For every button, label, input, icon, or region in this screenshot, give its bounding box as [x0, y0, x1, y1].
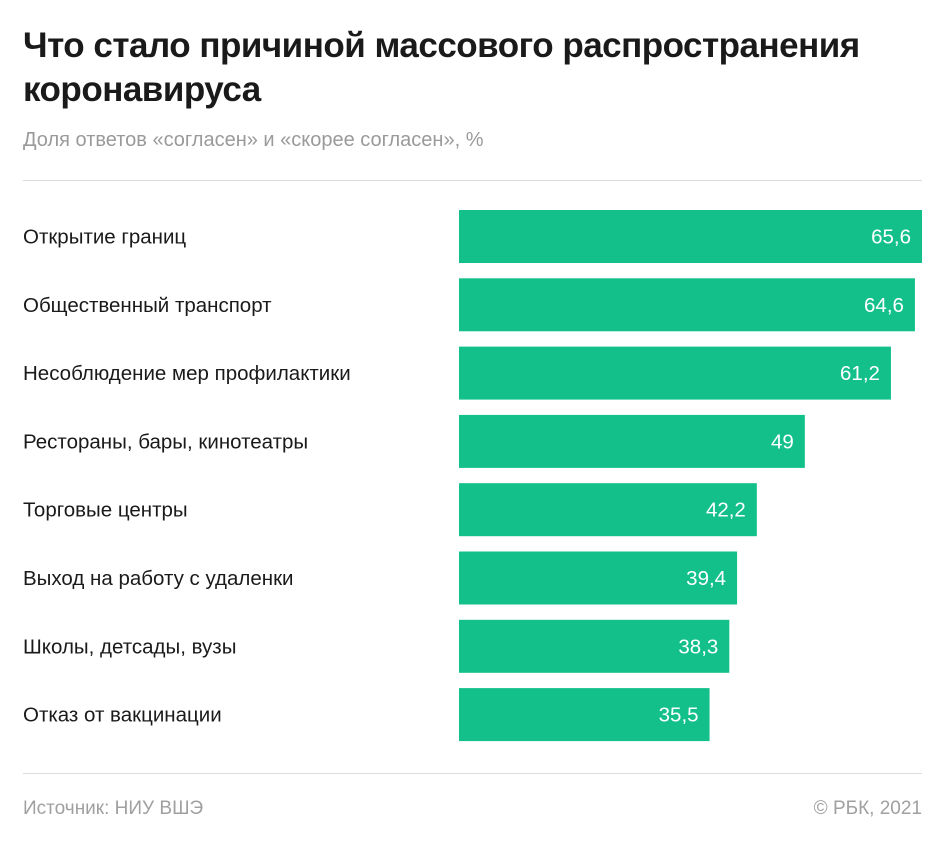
bar — [459, 414, 805, 468]
bar-value-label: 49 — [771, 430, 794, 453]
bar-value-label: 42,2 — [706, 499, 746, 522]
category-label: Отказ от вакцинации — [23, 704, 222, 727]
category-label: Школы, детсады, вузы — [23, 635, 236, 658]
bar-chart: Открытие границ 65,6 Общественный транспор… — [23, 210, 922, 742]
bar — [459, 483, 757, 537]
category-label: Открытие границ — [23, 226, 186, 249]
bar-value-label: 39,4 — [686, 567, 726, 590]
bar — [459, 551, 738, 605]
copyright-note: © РБК, 2021 — [813, 798, 922, 819]
category-label: Торговые центры — [23, 499, 188, 522]
bar — [459, 619, 730, 673]
category-label: Рестораны, бары, кинотеатры — [23, 430, 308, 453]
bar-value-label: 38,3 — [678, 635, 718, 658]
bar-value-label: 35,5 — [659, 704, 699, 727]
bar — [459, 688, 710, 742]
category-label: Выход на работу с удаленки — [23, 567, 294, 590]
bar — [459, 210, 922, 263]
chart-title: Что стало причиной массового распростран… — [23, 26, 860, 109]
bar — [459, 278, 915, 332]
bar — [459, 346, 891, 400]
chart-subtitle: Доля ответов «согласен» и «скорее соглас… — [23, 129, 484, 151]
category-label: Общественный транспорт — [23, 294, 272, 317]
bar-value-label: 61,2 — [840, 362, 880, 385]
bar-value-label: 65,6 — [871, 226, 911, 249]
bottom-divider — [23, 773, 922, 774]
bar-value-label: 64,6 — [864, 294, 904, 317]
top-divider — [23, 180, 922, 181]
source-note: Источник: НИУ ВШЭ — [23, 798, 204, 819]
category-label: Несоблюдение мер профилактики — [23, 362, 351, 385]
